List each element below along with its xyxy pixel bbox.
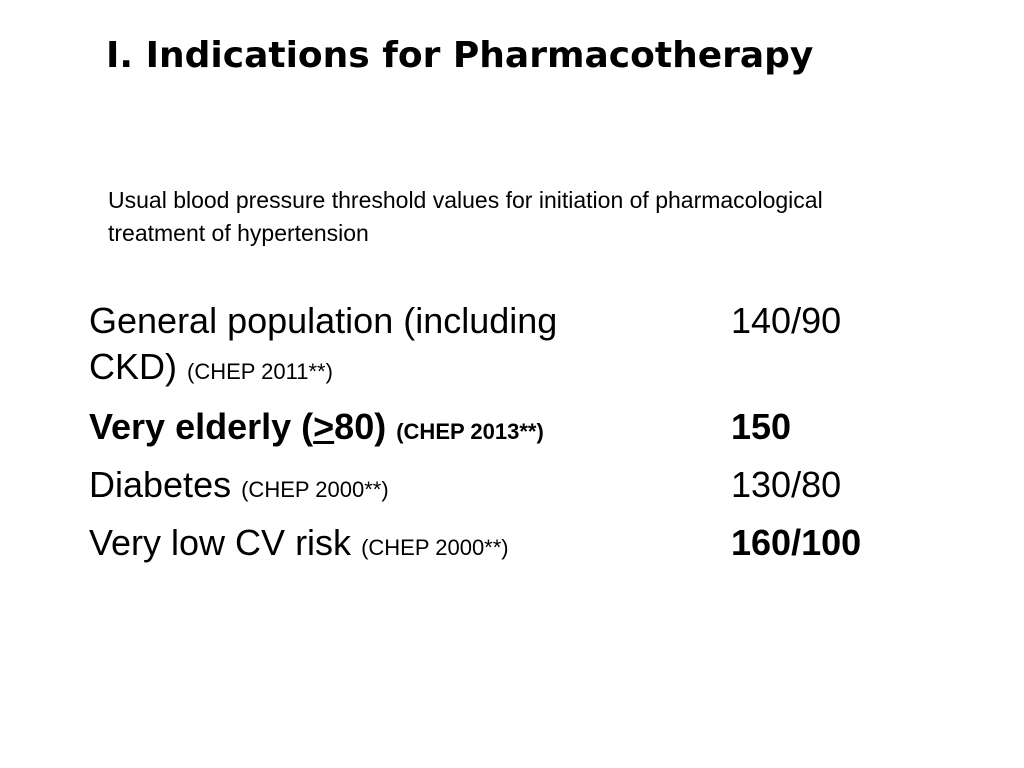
- row-value-diabetes: 130/80: [731, 464, 842, 505]
- row-label-text: Very elderly (: [89, 406, 314, 447]
- row-label-very-elderly: Very elderly (>80) (CHEP 2013**): [89, 404, 649, 455]
- row-reference: (CHEP 2000**): [361, 535, 509, 560]
- row-value-very-elderly: 150: [731, 406, 792, 447]
- row-label-text-end: 80): [334, 406, 387, 447]
- row-label-general-population: General population (including CKD) (CHEP…: [89, 298, 649, 395]
- row-label-text: Very low CV risk: [89, 522, 352, 563]
- slide-subtitle: Usual blood pressure threshold values fo…: [108, 187, 823, 246]
- row-value-general-population: 140/90: [731, 300, 842, 341]
- row-reference: (CHEP 2013**): [396, 419, 544, 444]
- row-label-text: General population (including CKD): [89, 300, 558, 387]
- row-label-diabetes: Diabetes (CHEP 2000**): [89, 462, 649, 513]
- row-reference: (CHEP 2000**): [241, 477, 389, 502]
- slide-title: I. Indications for Pharmacotherapy: [106, 35, 814, 76]
- greater-equal-symbol: >: [313, 406, 335, 447]
- row-reference: (CHEP 2011**): [187, 359, 333, 384]
- row-value-very-low-cv-risk: 160/100: [731, 522, 862, 563]
- row-label-very-low-cv-risk: Very low CV risk (CHEP 2000**): [89, 520, 649, 571]
- row-label-text: Diabetes: [89, 464, 232, 505]
